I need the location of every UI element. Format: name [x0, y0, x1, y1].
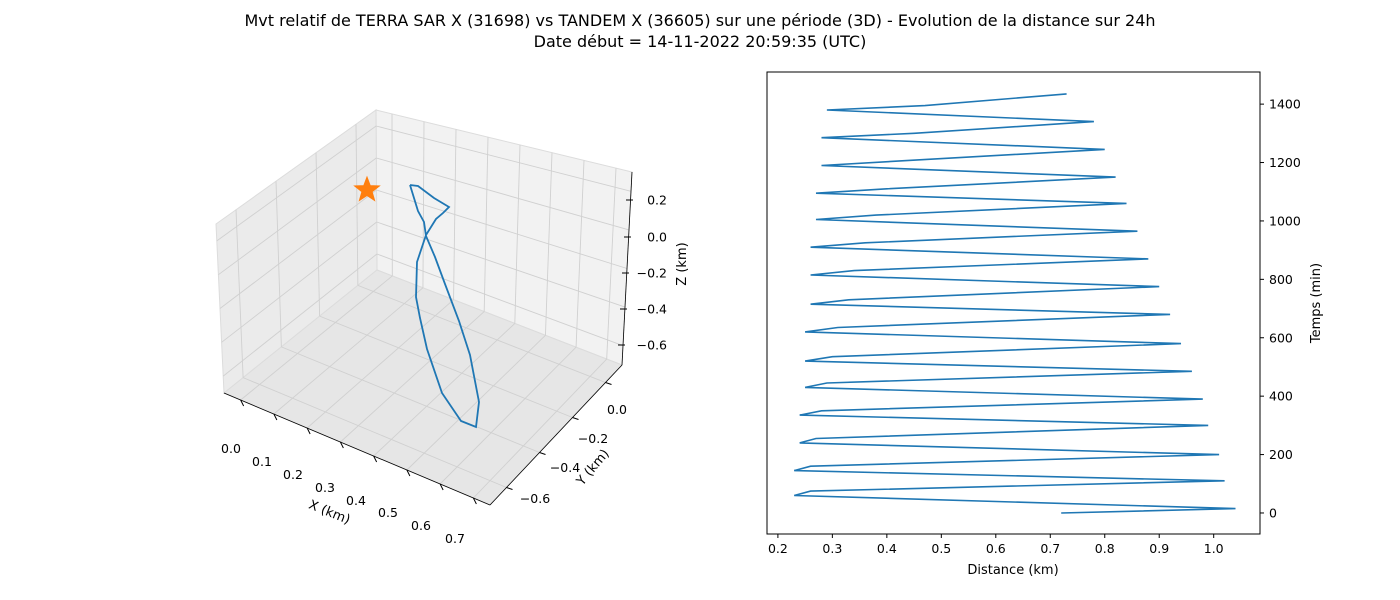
x-tick-mark-3d — [439, 483, 444, 491]
x-axis-label: Distance (km) — [967, 563, 1058, 578]
grid-line-y-floor — [357, 284, 606, 383]
plot-area-frame — [766, 71, 1261, 535]
x-tick-label-3d: 0.5 — [378, 505, 398, 520]
y-tick-label: 600 — [1269, 330, 1293, 345]
y-tick-label: 800 — [1269, 272, 1293, 287]
x-tick-label: 0.2 — [768, 541, 788, 556]
x-tick-mark-3d — [273, 413, 278, 421]
figure-title-line1: Mvt relatif de TERRA SAR X (31698) vs TA… — [244, 11, 1156, 30]
grid-3d — [216, 113, 632, 499]
y-tick-mark-3d — [605, 382, 612, 385]
x-tick-label-3d: 0.2 — [283, 467, 303, 482]
start-star-marker — [353, 175, 381, 202]
grid-line-z-back — [376, 157, 630, 231]
grid-line-x-floor — [406, 334, 546, 471]
y-axis-label: Temps (min) — [1309, 263, 1324, 344]
trajectory-3d-plot: 0.0 0.1 0.2 0.3 0.4 0.5 0.6 0.7 −0.6 −0.4 −0.2 0.0 0… — [215, 109, 690, 547]
x-tick-mark-3d — [406, 469, 411, 477]
x-tick-label: 0.3 — [822, 541, 842, 556]
grid-line-z-left — [218, 157, 377, 276]
grid-line-y-floor — [281, 346, 540, 453]
x-tick-label: 0.4 — [877, 541, 897, 556]
grid-line-y-floor — [319, 315, 573, 418]
figure-title-line2: Date début = 14-11-2022 20:59:35 (UTC) — [533, 32, 867, 51]
grid-line-z-left — [222, 253, 378, 377]
y-tick-label-3d: 0.0 — [607, 402, 627, 417]
grid-line-x-floor — [439, 346, 577, 485]
z-axis-label-3d: Z (km) — [675, 242, 690, 285]
grid-line-z-back — [375, 125, 632, 192]
grid-line-x-floor — [340, 311, 485, 443]
y-tick-label: 200 — [1269, 447, 1293, 462]
y-tick-label-3d: −0.6 — [520, 491, 550, 506]
z-tick-label-3d: −0.6 — [637, 338, 667, 353]
x-tick-mark-3d — [306, 427, 311, 435]
ticks-2d: 0.2 0.3 0.4 0.5 0.6 0.7 0.8 0.9 1.0 0 200 400 600 800… — [768, 97, 1301, 556]
z-tick-label-3d: −0.2 — [637, 266, 667, 281]
x-tick-label-3d: 0.7 — [445, 531, 465, 546]
y-axis-line-3d — [489, 364, 623, 506]
z-tick-label-3d: 0.2 — [647, 193, 667, 208]
distance-line — [793, 93, 1236, 514]
grid-line-z-back — [376, 253, 624, 347]
ticks-3d: 0.0 0.1 0.2 0.3 0.4 0.5 0.6 0.7 −0.6 −0.4 −0.2 0.0 0… — [221, 193, 667, 547]
grid-line-z-left — [219, 189, 377, 309]
y-tick-mark-3d — [506, 487, 513, 490]
y-tick-label: 400 — [1269, 389, 1293, 404]
grid-line-x-floor — [273, 287, 424, 415]
grid-line-z-back — [376, 221, 626, 308]
x-tick-mark-3d — [472, 497, 477, 505]
x-axis-line-3d — [223, 392, 491, 506]
grid-line-z-back — [376, 189, 628, 269]
x-tick-label: 0.5 — [931, 541, 951, 556]
x-tick-label: 0.7 — [1040, 541, 1060, 556]
x-tick-label-3d: 0.0 — [221, 441, 241, 456]
figure-title: Mvt relatif de TERRA SAR X (31698) vs TA… — [0, 10, 1400, 52]
grid-line-x-floor — [373, 323, 516, 457]
z-axis-line-3d — [621, 171, 633, 366]
trajectory-line-3d — [409, 184, 480, 429]
x-tick-label-3d: 0.6 — [411, 518, 431, 533]
x-tick-label-3d: 0.1 — [252, 454, 272, 469]
x-tick-label: 1.0 — [1204, 541, 1224, 556]
trajectory-3d — [353, 175, 480, 429]
y-tick-label-3d: −0.4 — [550, 460, 580, 475]
grid-line-z-left — [221, 221, 377, 343]
x-tick-label: 0.8 — [1095, 541, 1115, 556]
grid-line-x-floor — [473, 358, 608, 499]
grid-line-z-left — [216, 125, 377, 242]
y-tick-label: 1400 — [1269, 97, 1301, 112]
x-tick-mark-3d — [240, 399, 245, 407]
grid-line-x-floor — [240, 275, 393, 401]
y-tick-label: 0 — [1269, 505, 1277, 520]
x-tick-mark-3d — [339, 441, 344, 449]
distance-series — [793, 93, 1236, 514]
z-tick-label-3d: −0.4 — [637, 302, 667, 317]
x-tick-label: 0.6 — [986, 541, 1006, 556]
y-tick-label-3d: −0.2 — [578, 431, 608, 446]
z-tick-label-3d: 0.0 — [647, 230, 667, 245]
axes-3d — [223, 171, 633, 506]
x-tick-label-3d: 0.3 — [315, 480, 335, 495]
grid-line-y-floor — [242, 377, 507, 488]
x-tick-mark-3d — [373, 455, 378, 463]
x-tick-label: 0.9 — [1149, 541, 1169, 556]
y-tick-mark-3d — [539, 452, 546, 455]
y-tick-mark-3d — [572, 417, 579, 420]
x-tick-label-3d: 0.4 — [346, 493, 366, 508]
grid-line-x-floor — [306, 299, 454, 429]
y-tick-label: 1000 — [1269, 213, 1301, 228]
y-tick-label: 1200 — [1269, 155, 1301, 170]
distance-time-plot: 0.2 0.3 0.4 0.5 0.6 0.7 0.8 0.9 1.0 0 200 400 600 800… — [766, 71, 1324, 578]
